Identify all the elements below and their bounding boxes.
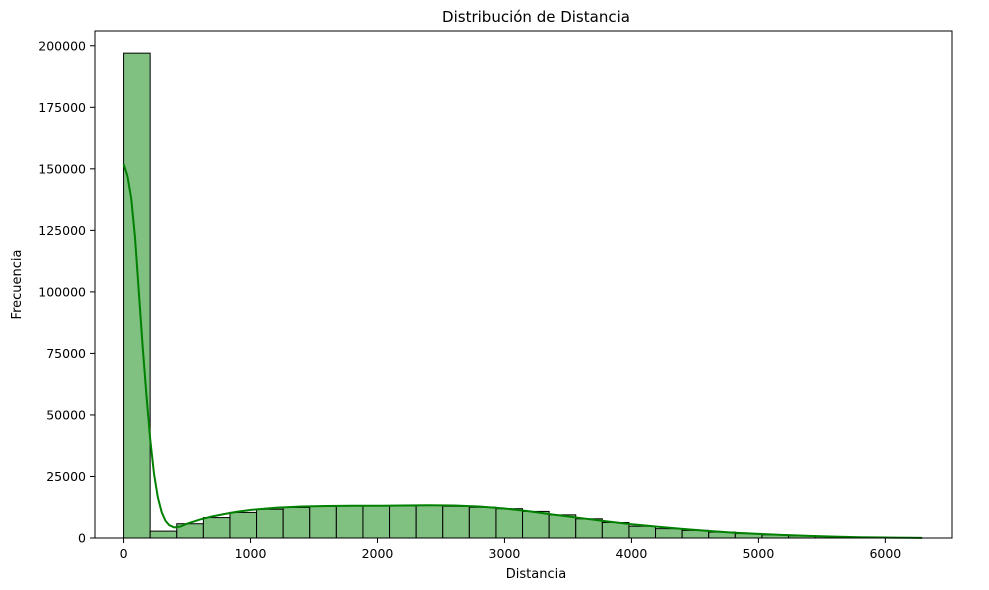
histogram-bar-15 <box>522 510 550 539</box>
histogram-bar-4 <box>229 511 258 539</box>
x-tick-label-1000: 1000 <box>235 546 267 561</box>
x-tick-label-5000: 5000 <box>742 546 774 561</box>
y-axis-ticks: 0 25000 50000 75000 100000 125000 150000 175000… <box>38 38 95 546</box>
histogram-bars <box>123 52 923 539</box>
y-tick-label-100000: 100000 <box>38 284 86 299</box>
y-tick-label-200000: 200000 <box>38 38 86 53</box>
histogram-bar-12 <box>442 505 470 539</box>
x-tick-label-6000: 6000 <box>869 546 901 561</box>
histogram-bar-13 <box>468 506 497 539</box>
y-tick-label-50000: 50000 <box>46 407 86 422</box>
histogram-bar-16 <box>548 514 577 539</box>
y-tick-label-0: 0 <box>78 531 86 546</box>
histogram-bar-0 <box>123 52 151 539</box>
x-tick-label-0: 0 <box>120 546 128 561</box>
x-tick-label-2000: 2000 <box>362 546 394 561</box>
y-tick-label-150000: 150000 <box>38 161 86 176</box>
histogram-bar-10 <box>389 505 417 539</box>
histogram-bar-3 <box>202 517 231 539</box>
histogram-bar-5 <box>256 508 284 539</box>
y-tick-label-125000: 125000 <box>38 223 86 238</box>
histogram-bar-6 <box>282 506 311 539</box>
histogram-bar-11 <box>415 505 444 539</box>
y-axis-label: Frecuencia <box>10 250 25 320</box>
x-tick-label-4000: 4000 <box>616 546 648 561</box>
x-axis-ticks: 0 1000 2000 3000 4000 5000 6000 <box>120 538 901 561</box>
histogram-bar-19 <box>628 525 657 539</box>
y-tick-label-175000: 175000 <box>38 100 86 115</box>
histogram-bar-8 <box>335 505 364 539</box>
histogram-bar-1 <box>149 530 178 539</box>
chart-title: Distribución de Distancia <box>442 8 630 26</box>
histogram-bar-9 <box>362 505 391 539</box>
histogram-bar-14 <box>495 508 524 539</box>
x-axis-label: Distancia <box>506 567 566 582</box>
y-tick-label-25000: 25000 <box>46 469 86 484</box>
histogram-bar-18 <box>601 521 630 539</box>
plot-frame <box>94 30 953 539</box>
histogram-bar-20 <box>655 528 683 539</box>
histogram-bar-7 <box>309 505 337 539</box>
x-tick-label-3000: 3000 <box>489 546 521 561</box>
histogram-bar-17 <box>575 518 603 539</box>
y-tick-label-75000: 75000 <box>46 346 86 361</box>
kde-curve <box>122 163 923 539</box>
